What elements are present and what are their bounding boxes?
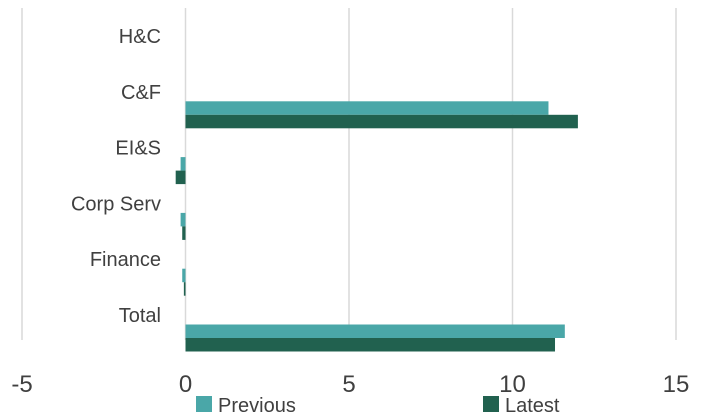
bar-latest-3 <box>182 226 186 240</box>
bar-latest-2 <box>175 170 186 185</box>
bar-previous-3 <box>180 212 186 227</box>
bars <box>175 45 578 352</box>
legend-swatch-latest <box>483 396 499 412</box>
x-axis-tick-labels: -5 0 5 10 15 <box>11 371 689 398</box>
bar-previous-1 <box>185 101 549 115</box>
x-tick-label: 0 <box>179 371 192 398</box>
gridlines <box>21 8 677 340</box>
category-label: EI&S <box>115 138 161 160</box>
legend: Previous Latest <box>196 395 560 417</box>
category-label: C&F <box>121 82 161 104</box>
category-label: Corp Serv <box>71 193 161 215</box>
bar-latest-4 <box>183 282 186 296</box>
category-label: H&C <box>119 26 161 48</box>
x-tick-label: 5 <box>342 371 355 398</box>
category-labels: H&C C&F EI&S Corp Serv Finance Total <box>71 26 161 327</box>
bar-previous-5 <box>185 324 565 338</box>
legend-label-latest: Latest <box>505 395 560 417</box>
bar-latest-5 <box>185 338 556 352</box>
x-tick-label: 10 <box>499 371 526 398</box>
category-label: Finance <box>90 249 161 271</box>
category-label: Total <box>119 305 161 327</box>
x-tick-label: 15 <box>663 371 690 398</box>
legend-swatch-previous <box>196 396 212 412</box>
bar-previous-4 <box>182 268 186 283</box>
x-tick-label: -5 <box>11 371 32 398</box>
legend-label-previous: Previous <box>218 395 296 417</box>
bar-latest-1 <box>185 114 578 129</box>
bar-previous-2 <box>180 157 186 171</box>
